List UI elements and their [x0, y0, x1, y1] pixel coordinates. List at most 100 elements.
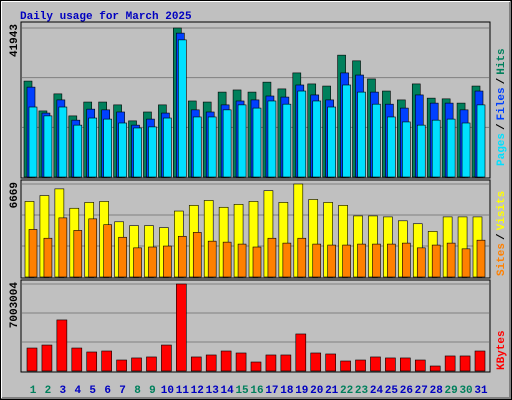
bar [402, 121, 411, 178]
chart-title: Daily usage for March 2025 [20, 11, 192, 23]
bar [342, 244, 351, 278]
bar [237, 243, 247, 278]
x-tick-label: 25 [385, 385, 399, 397]
x-tick-label: 31 [474, 385, 488, 397]
bar [222, 109, 232, 178]
bar [476, 239, 486, 278]
bar [416, 247, 426, 278]
legend-entry: Visits [496, 191, 508, 231]
bar [192, 116, 202, 178]
bar [340, 360, 351, 372]
bar [474, 350, 486, 372]
bar [86, 351, 98, 372]
x-tick-label: 24 [370, 385, 384, 397]
bar [148, 246, 157, 278]
x-tick-label: 6 [104, 385, 111, 397]
bar [101, 350, 112, 372]
bar [267, 237, 277, 278]
x-tick-label: 22 [340, 385, 353, 397]
bar [461, 122, 471, 178]
bar [176, 283, 187, 372]
bar [282, 103, 292, 178]
y-tick-label: 41943 [9, 24, 21, 57]
bar [178, 39, 187, 178]
legend-entry: Sites [496, 243, 508, 276]
bar [41, 344, 53, 372]
bar [190, 356, 202, 372]
bar [267, 100, 277, 178]
bar [28, 229, 38, 278]
bar [387, 243, 396, 278]
bar [161, 344, 172, 372]
bar [461, 248, 471, 278]
bar [146, 356, 157, 372]
bar [297, 90, 307, 178]
bar [163, 117, 172, 178]
bar [192, 232, 202, 278]
bar [327, 106, 336, 178]
x-tick-label: 23 [355, 385, 369, 397]
bar [431, 244, 441, 278]
x-tick-label: 15 [235, 385, 249, 397]
bar [103, 118, 112, 178]
bar [133, 247, 142, 278]
bar [222, 241, 232, 278]
x-tick-label: 21 [325, 385, 339, 397]
bar [43, 237, 53, 278]
bar [205, 354, 217, 372]
legend: Sites / Visits [496, 191, 508, 276]
bar [220, 350, 232, 372]
x-tick-label: 3 [60, 385, 67, 397]
bar [73, 230, 83, 278]
x-tick-label: 5 [89, 385, 96, 397]
bar [342, 84, 351, 178]
x-tick-label: 10 [161, 385, 174, 397]
bar [446, 118, 456, 178]
bar [237, 104, 247, 178]
bar [444, 355, 456, 372]
bar [235, 352, 247, 372]
y-tick-label: 7003004 [9, 282, 21, 329]
bar [118, 236, 127, 278]
bar [416, 124, 426, 178]
bar [312, 100, 322, 178]
bar [73, 124, 83, 178]
bar [131, 357, 142, 372]
bar [325, 353, 336, 372]
bar [71, 347, 83, 372]
x-tick-label: 12 [191, 385, 204, 397]
bar [265, 354, 277, 372]
bar [88, 117, 98, 178]
x-tick-label: 29 [445, 385, 458, 397]
bar [252, 107, 262, 178]
bar [310, 352, 322, 372]
legend-separator: / [496, 233, 508, 240]
x-tick-label: 16 [250, 385, 263, 397]
legend-entry: Pages [496, 133, 508, 166]
bar [476, 104, 486, 178]
x-tick-label: 20 [310, 385, 323, 397]
x-tick-label: 27 [415, 385, 428, 397]
x-tick-label: 28 [430, 385, 444, 397]
bar [372, 243, 381, 278]
legend-entry: Hits [496, 48, 508, 74]
bar [357, 91, 366, 178]
x-tick-label: 18 [280, 385, 294, 397]
x-tick-label: 8 [134, 385, 141, 397]
bar [280, 354, 292, 372]
bar [207, 116, 217, 178]
bar [282, 242, 292, 278]
bar [116, 359, 127, 372]
bar [459, 355, 471, 372]
bar [414, 359, 426, 372]
bar [250, 361, 262, 372]
bar [402, 242, 411, 278]
x-tick-label: 19 [295, 385, 308, 397]
bar [148, 126, 157, 178]
x-tick-label: 2 [45, 385, 52, 397]
panel [20, 279, 491, 373]
bar [133, 127, 142, 178]
x-tick-label: 30 [459, 385, 472, 397]
bar [118, 122, 127, 178]
